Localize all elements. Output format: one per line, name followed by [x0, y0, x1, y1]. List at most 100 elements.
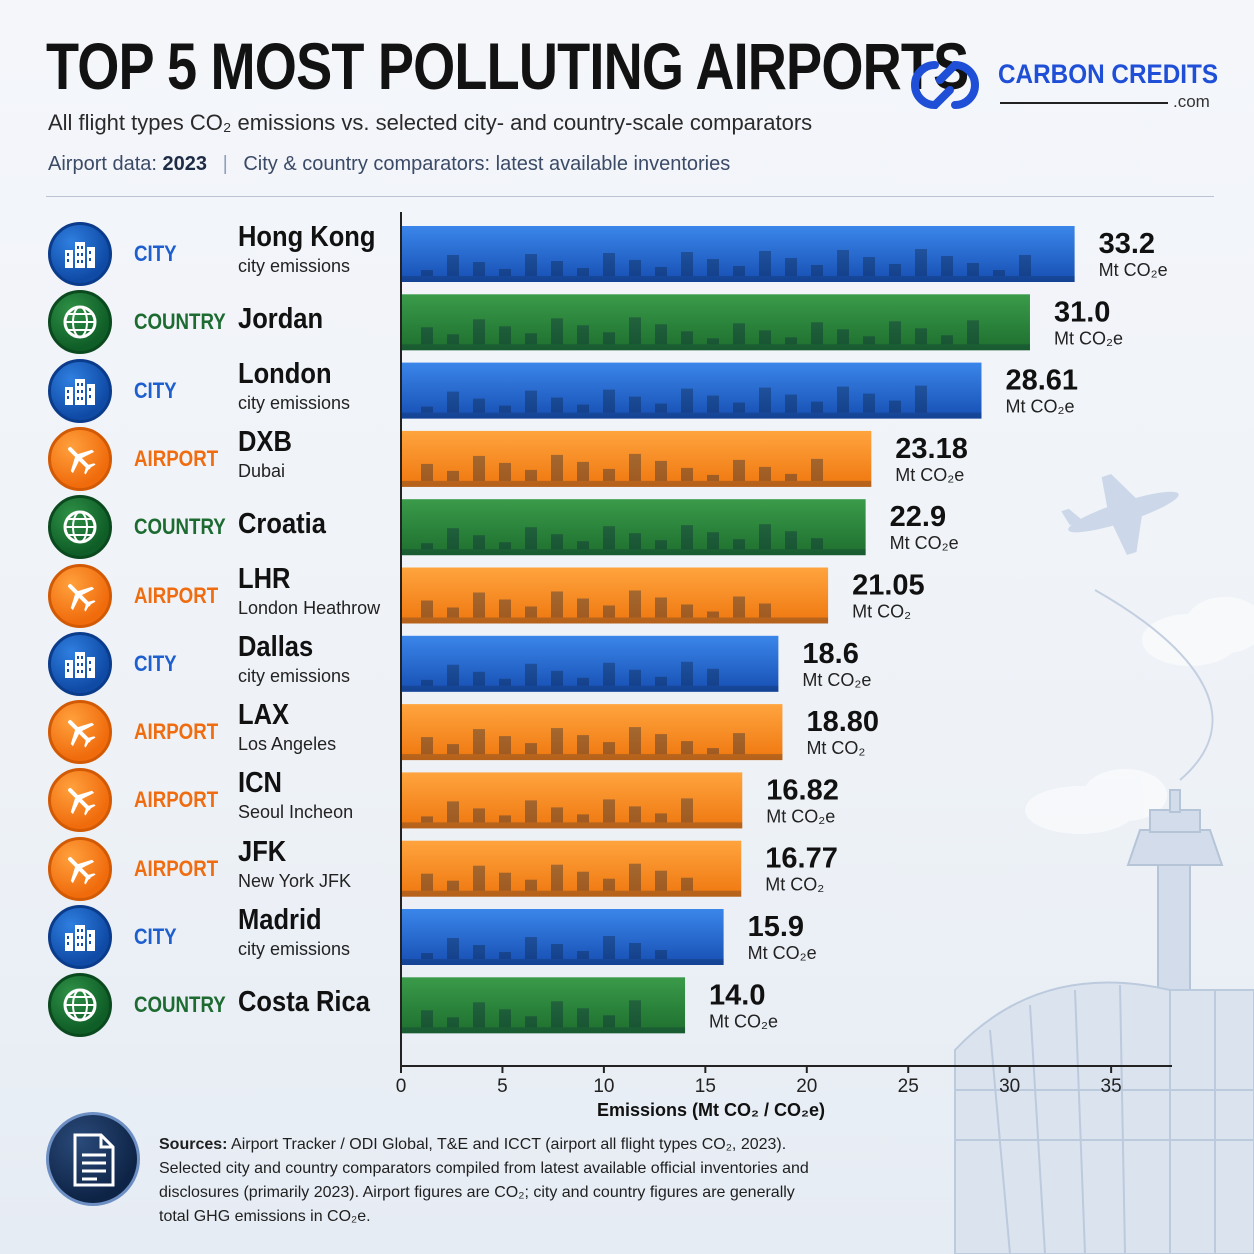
sources-note: Sources: Airport Tracker / ODI Global, T…	[159, 1133, 809, 1229]
bar-ground-strip	[402, 959, 724, 965]
brand-name: CARBON CREDITS	[998, 59, 1219, 89]
city-buildings-icon	[65, 651, 95, 678]
category-badge	[48, 836, 112, 901]
x-tick-label: 5	[497, 1076, 508, 1097]
x-tick-label: 25	[898, 1076, 919, 1097]
value-unit: Mt CO₂e	[766, 806, 835, 826]
value-label: 14.0	[709, 979, 765, 1011]
brand-tld: .com	[1173, 92, 1210, 111]
globe-icon	[63, 988, 97, 1022]
value-unit: Mt CO₂	[806, 738, 865, 758]
value-label: 21.05	[852, 570, 925, 602]
row-name: LHR	[238, 562, 291, 595]
document-icon	[73, 1133, 115, 1187]
page-title: TOP 5 MOST POLLUTING AIRPORTS	[46, 29, 969, 103]
category-badge	[48, 905, 112, 969]
bar-jordan	[402, 294, 1030, 351]
x-tick-label: 20	[796, 1076, 817, 1097]
bar-skyline-decoration	[421, 798, 693, 823]
value-label: 22.9	[890, 501, 946, 533]
data-note-year: 2023	[162, 153, 208, 175]
city-buildings-icon	[65, 378, 95, 405]
bar-ground-strip	[402, 685, 779, 692]
bar-ground-strip	[402, 617, 829, 624]
value-unit: Mt CO₂e	[895, 465, 964, 485]
bar-skyline-decoration	[421, 385, 927, 413]
bar-skyline-decoration	[421, 249, 1031, 276]
x-tick-label: 30	[999, 1076, 1020, 1097]
row-subtitle: city emissions	[238, 939, 351, 959]
category-badge	[48, 426, 112, 491]
category-badge	[48, 973, 112, 1038]
bar-hong-kong	[402, 226, 1075, 282]
category-label: AIRPORT	[134, 582, 219, 608]
value-unit: Mt CO₂e	[1099, 260, 1168, 280]
bar-dxb	[402, 430, 872, 487]
row-name: Costa Rica	[238, 986, 370, 1019]
category-badge	[48, 358, 112, 423]
bar-ground-strip	[402, 822, 743, 829]
bar-lhr	[402, 567, 829, 624]
row-name: Hong Kong	[238, 221, 376, 253]
row-subtitle: New York JFK	[238, 870, 352, 891]
row-subtitle: Dubai	[238, 460, 286, 481]
airplane-icon	[68, 788, 96, 816]
row-subtitle: city emissions	[238, 392, 351, 413]
globe-icon	[63, 510, 97, 544]
bar-skyline-decoration	[421, 453, 823, 481]
x-axis-label: Emissions (Mt CO₂ / CO₂e)	[597, 1100, 825, 1120]
category-label: AIRPORT	[134, 855, 219, 881]
category-label: CITY	[134, 650, 177, 676]
row-label: COUNTRY Costa Rica	[0, 970, 400, 1040]
bar-skyline-decoration	[421, 317, 979, 345]
x-tick-label: 0	[396, 1076, 407, 1097]
bar-ground-strip	[402, 480, 872, 487]
bar-ground-strip	[402, 276, 1075, 282]
bar-skyline-decoration	[421, 661, 719, 686]
row-subtitle: Seoul Incheon	[238, 802, 354, 823]
row-label: AIRPORT LHR London Heathrow	[0, 561, 400, 631]
category-label: AIRPORT	[134, 719, 219, 745]
value-unit: Mt CO₂e	[748, 943, 817, 963]
category-badge	[48, 700, 112, 765]
value-unit: Mt CO₂e	[802, 670, 871, 690]
row-label: COUNTRY Croatia	[0, 492, 400, 562]
row-name: LAX	[238, 699, 290, 732]
bar-ground-strip	[402, 549, 866, 556]
data-note: Airport data: 2023 | City & country comp…	[48, 153, 730, 176]
category-label: COUNTRY	[134, 309, 226, 335]
row-subtitle: Los Angeles	[238, 734, 337, 755]
row-name: JFK	[238, 835, 287, 868]
row-subtitle: London Heathrow	[238, 597, 381, 618]
sources-label: Sources:	[159, 1136, 228, 1153]
row-label: COUNTRY Jordan	[0, 287, 400, 357]
category-badge	[48, 768, 112, 833]
value-label: 33.2	[1099, 228, 1155, 260]
value-label: 15.9	[748, 911, 804, 943]
airplane-icon	[68, 720, 96, 748]
bar-skyline-decoration	[421, 1000, 641, 1028]
category-badge	[48, 563, 112, 628]
value-label: 28.61	[1005, 365, 1078, 397]
bar-croatia	[402, 499, 866, 556]
bar-skyline-decoration	[421, 524, 823, 550]
row-label: AIRPORT DXB Dubai	[0, 424, 400, 494]
x-tick-label: 15	[695, 1076, 716, 1097]
sources-text: Airport Tracker / ODI Global, T&E and IC…	[159, 1136, 809, 1225]
category-badge	[48, 222, 112, 286]
row-label: CITY London city emissions	[0, 356, 400, 426]
category-label: CITY	[134, 377, 177, 403]
data-note-label: Airport data:	[48, 153, 157, 175]
bar-ground-strip	[402, 1027, 686, 1034]
city-buildings-icon	[65, 925, 95, 951]
brand-underline	[1000, 102, 1168, 104]
row-subtitle: city emissions	[238, 256, 351, 276]
value-label: 18.80	[806, 706, 879, 738]
document-badge	[46, 1112, 140, 1206]
category-label: CITY	[134, 241, 177, 266]
row-name: DXB	[238, 425, 292, 458]
value-label: 16.77	[765, 843, 838, 875]
airplane-icon	[68, 583, 96, 612]
